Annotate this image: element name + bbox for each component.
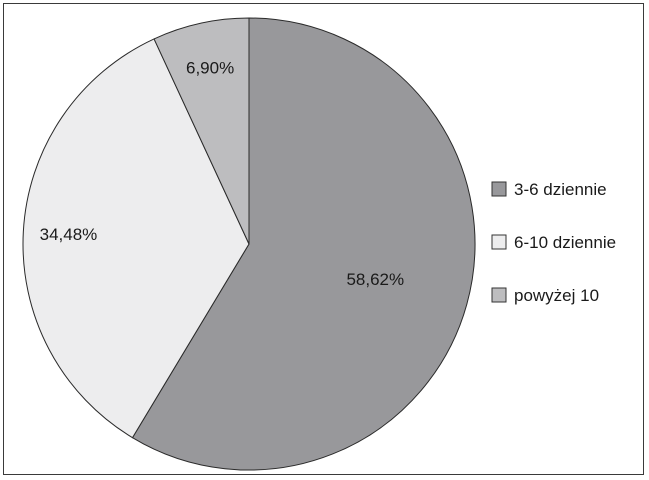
pie-label-6-10: 34,48% <box>40 225 98 244</box>
legend-label-powyzej-10: powyżej 10 <box>514 286 599 305</box>
legend: 3-6 dziennie 6-10 dziennie powyżej 10 <box>491 180 616 305</box>
legend-label-3-6: 3-6 dziennie <box>514 180 607 199</box>
legend-swatch-3-6 <box>491 181 507 197</box>
legend-swatch-powyzej-10 <box>491 287 507 303</box>
pie-slice-labels: 58,62% 34,48% 6,90% <box>40 58 405 289</box>
pie-slice-powyzej-10 <box>153 17 250 245</box>
pie-label-3-6: 58,62% <box>346 270 404 289</box>
legend-label-6-10: 6-10 dziennie <box>514 233 616 252</box>
pie-slice-6-10 <box>22 38 250 439</box>
pie-slice-3-6 <box>131 17 476 471</box>
pie-chart: 58,62% 34,48% 6,90% 3-6 dziennie 6-10 dzie… <box>22 17 616 471</box>
pie-label-powyzej-10: 6,90% <box>186 58 234 77</box>
pie-slices <box>22 17 476 471</box>
legend-swatch-6-10 <box>491 234 507 250</box>
chart-frame: 58,62% 34,48% 6,90% 3-6 dziennie 6-10 dzie… <box>3 3 644 475</box>
